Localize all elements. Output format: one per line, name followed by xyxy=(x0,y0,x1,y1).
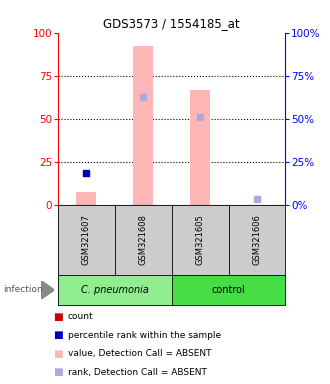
Text: ■: ■ xyxy=(53,330,63,340)
Bar xyxy=(133,46,153,205)
Text: GSM321606: GSM321606 xyxy=(252,215,261,265)
Bar xyxy=(190,90,210,205)
Text: GSM321608: GSM321608 xyxy=(139,215,148,265)
Text: GSM321605: GSM321605 xyxy=(196,215,205,265)
Text: C. pneumonia: C. pneumonia xyxy=(81,285,148,295)
Text: count: count xyxy=(68,312,93,321)
Bar xyxy=(76,192,96,205)
Point xyxy=(197,114,203,121)
Point xyxy=(141,93,146,99)
Text: rank, Detection Call = ABSENT: rank, Detection Call = ABSENT xyxy=(68,367,207,377)
Point xyxy=(83,170,89,176)
Point xyxy=(254,195,260,202)
Text: control: control xyxy=(212,285,246,295)
Title: GDS3573 / 1554185_at: GDS3573 / 1554185_at xyxy=(103,17,240,30)
Polygon shape xyxy=(41,281,54,299)
Text: ■: ■ xyxy=(53,312,63,322)
Text: GSM321607: GSM321607 xyxy=(82,215,91,265)
Text: value, Detection Call = ABSENT: value, Detection Call = ABSENT xyxy=(68,349,211,358)
Text: ■: ■ xyxy=(53,349,63,359)
Text: ■: ■ xyxy=(53,367,63,377)
Text: percentile rank within the sample: percentile rank within the sample xyxy=(68,331,221,340)
Text: infection: infection xyxy=(3,285,43,295)
